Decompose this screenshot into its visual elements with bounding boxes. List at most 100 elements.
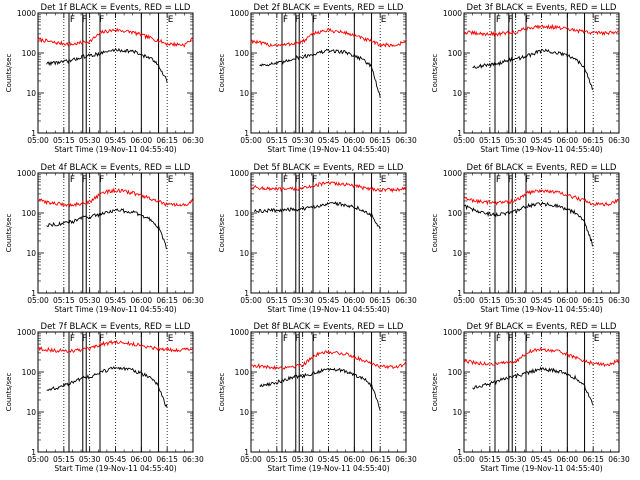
y-tick-label: 100 [235, 209, 250, 218]
x-tick-label: 05:30 [505, 136, 527, 145]
x-tick-label: 05:00 [27, 296, 49, 305]
x-tick-label: 06:15 [156, 455, 178, 464]
y-tick-label: 100 [448, 368, 463, 377]
x-tick-label: 05:15 [266, 136, 288, 145]
y-tick-label: 1 [244, 448, 249, 457]
x-tick-label: 05:45 [318, 136, 340, 145]
x-tick-label: 05:45 [318, 455, 340, 464]
y-tick-label: 1000 [443, 9, 462, 18]
y-axis-label: Counts/sec [5, 54, 13, 93]
x-tick-label: 05:45 [531, 455, 553, 464]
eclipse-marker-label: E [594, 175, 600, 185]
flare-marker-label: F [496, 334, 501, 344]
flare-marker-label: F [70, 15, 75, 25]
x-tick-label: 05:45 [105, 136, 127, 145]
flare-marker-label: F [70, 175, 75, 185]
flare-marker-label: F [70, 334, 75, 344]
flare-marker-label: F [82, 334, 87, 344]
x-tick-label: 06:30 [182, 455, 204, 464]
x-tick-label: 05:00 [453, 296, 475, 305]
y-tick-label: 100 [22, 49, 37, 58]
x-axis-label: Start Time (19-Nov-11 04:55:40) [267, 464, 389, 473]
chart-panel-2: Det 2f BLACK = Events, RED = LLD 1 10 100 10… [218, 3, 417, 154]
x-tick-label: 05:15 [479, 296, 501, 305]
y-tick-label: 1 [457, 448, 462, 457]
flare-marker-label: F [283, 15, 288, 25]
x-tick-label: 06:15 [369, 455, 391, 464]
chart-title: Det 3f BLACK = Events, RED = LLD [467, 3, 617, 13]
eclipse-marker-label: E [168, 175, 174, 185]
series-line-events [463, 201, 594, 247]
series-line-events [259, 48, 381, 98]
series-line-lld [463, 188, 620, 207]
series-line-events [253, 201, 381, 230]
chart-title: Det 6f BLACK = Events, RED = LLD [467, 163, 617, 173]
x-tick-label: 05:45 [318, 296, 340, 305]
y-tick-label: 1 [457, 289, 462, 298]
x-tick-label: 06:15 [582, 136, 604, 145]
chart-title: Det 8f BLACK = Events, RED = LLD [254, 322, 404, 332]
x-axis-label: Start Time (19-Nov-11 04:55:40) [480, 305, 602, 314]
x-tick-label: 05:30 [79, 296, 101, 305]
x-tick-label: 05:30 [505, 296, 527, 305]
series-line-lld [463, 347, 620, 368]
x-tick-label: 05:00 [240, 136, 262, 145]
x-tick-label: 06:00 [131, 455, 153, 464]
flare-marker-label: F [283, 334, 288, 344]
x-tick-label: 06:15 [156, 296, 178, 305]
x-tick-label: 05:00 [27, 136, 49, 145]
y-tick-label: 1000 [230, 9, 249, 18]
y-tick-label: 10 [239, 249, 249, 258]
x-tick-label: 06:00 [557, 455, 579, 464]
x-tick-label: 06:00 [557, 136, 579, 145]
chart-panel-8: Det 8f BLACK = Events, RED = LLD 1 10 100 10… [218, 322, 417, 473]
x-tick-label: 06:15 [369, 296, 391, 305]
flare-marker-label: F [312, 15, 317, 25]
series-line-lld [37, 27, 194, 48]
y-tick-label: 100 [448, 209, 463, 218]
x-tick-label: 06:30 [395, 455, 417, 464]
series-line-events [46, 366, 168, 408]
x-tick-label: 06:00 [557, 296, 579, 305]
series-line-lld [37, 187, 194, 208]
chart-panel-9: Det 9f BLACK = Events, RED = LLD 1 10 100 10… [431, 322, 630, 473]
x-axis-label: Start Time (19-Nov-11 04:55:40) [480, 464, 602, 473]
y-tick-label: 10 [26, 408, 36, 417]
flare-marker-label: F [525, 334, 530, 344]
flare-marker-label: F [99, 175, 104, 185]
x-tick-label: 05:15 [479, 136, 501, 145]
x-tick-label: 05:00 [453, 455, 475, 464]
x-tick-label: 06:15 [156, 136, 178, 145]
x-axis-label: Start Time (19-Nov-11 04:55:40) [480, 145, 602, 154]
flare-marker-label: F [82, 15, 87, 25]
x-tick-label: 06:30 [608, 455, 630, 464]
y-axis-label: Counts/sec [5, 373, 13, 412]
y-axis-label: Counts/sec [218, 214, 226, 253]
y-tick-label: 10 [26, 89, 36, 98]
y-tick-label: 1000 [230, 328, 249, 337]
y-tick-label: 100 [22, 209, 37, 218]
series-line-lld [463, 23, 620, 37]
x-tick-label: 06:30 [608, 296, 630, 305]
chart-title: Det 2f BLACK = Events, RED = LLD [254, 3, 404, 13]
y-axis-label: Counts/sec [218, 54, 226, 93]
chart-panel-6: Det 6f BLACK = Events, RED = LLD 1 10 100 10… [431, 163, 630, 314]
x-tick-label: 05:30 [292, 136, 314, 145]
x-tick-label: 05:15 [266, 296, 288, 305]
y-tick-label: 1 [31, 448, 36, 457]
series-line-lld [37, 339, 194, 354]
x-tick-label: 05:30 [79, 136, 101, 145]
series-line-events [46, 47, 168, 83]
x-tick-label: 05:30 [505, 455, 527, 464]
y-axis-label: Counts/sec [431, 54, 439, 93]
y-tick-label: 100 [22, 368, 37, 377]
x-tick-label: 05:15 [53, 136, 75, 145]
flare-marker-label: F [99, 334, 104, 344]
y-axis-label: Counts/sec [218, 373, 226, 412]
series-line-events [472, 366, 594, 406]
x-tick-label: 05:15 [53, 296, 75, 305]
x-tick-label: 06:30 [395, 296, 417, 305]
x-tick-label: 06:30 [182, 136, 204, 145]
y-tick-label: 1000 [230, 169, 249, 178]
series-line-lld [250, 27, 407, 48]
